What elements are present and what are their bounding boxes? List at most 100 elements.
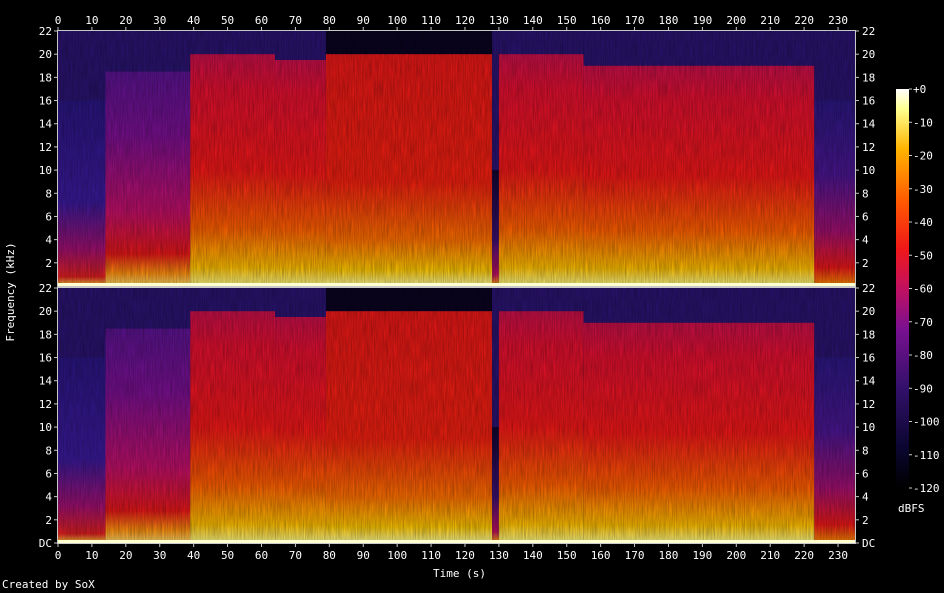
x-tick-label-top: 190 [692, 14, 712, 27]
plot-frame [57, 287, 856, 544]
y-tick-label-right: 22 [862, 25, 875, 38]
y-tick-label-right: 12 [862, 398, 875, 411]
y-tick-label-right: 16 [862, 95, 875, 108]
x-tick-label-top: 60 [255, 14, 268, 27]
x-tick-label-bottom: 170 [625, 549, 645, 562]
colorbar-tick-label: -120 [913, 482, 940, 495]
x-tick-label-top: 10 [85, 14, 98, 27]
x-tick-label-bottom: 150 [557, 549, 577, 562]
y-tick-label-left: 22 [39, 282, 52, 295]
x-tick-label-top: 140 [523, 14, 543, 27]
x-tick-label-bottom: 110 [421, 549, 441, 562]
x-tick-label-bottom: 120 [455, 549, 475, 562]
colorbar-tick-label: -90 [913, 382, 933, 395]
y-tick-label-right: 14 [862, 118, 876, 131]
x-tick-label-bottom: 70 [289, 549, 302, 562]
x-tick-label-top: 130 [489, 14, 509, 27]
y-tick-label-left: 6 [45, 210, 52, 223]
y-tick-label-right: 8 [862, 444, 869, 457]
y-tick-label-right: 20 [862, 305, 875, 318]
y-tick-label-right: 6 [862, 210, 869, 223]
y-tick-label-right: 18 [862, 328, 875, 341]
x-tick-label-top: 170 [625, 14, 645, 27]
x-tick-label-bottom: 60 [255, 549, 268, 562]
colorbar-gradient [896, 89, 909, 488]
y-tick-label-left: 14 [39, 375, 53, 388]
x-tick-label-bottom: 20 [119, 549, 132, 562]
y-tick-label-left: 4 [45, 491, 52, 504]
colorbar-tick-label: -50 [913, 249, 933, 262]
y-tick-label-left: 8 [45, 444, 52, 457]
colorbar-tick-label: +0 [913, 83, 926, 96]
y-tick-label-left: 2 [45, 514, 52, 527]
plot-frame [57, 30, 856, 287]
y-tick-label-right: 16 [862, 352, 875, 365]
x-tick-label-top: 80 [323, 14, 336, 27]
colorbar-tick-label: -40 [913, 216, 933, 229]
y-tick-label-right: 14 [862, 375, 876, 388]
x-tick-label-bottom: 180 [659, 549, 679, 562]
dc-band [58, 540, 855, 543]
x-tick-label-bottom: 50 [221, 549, 234, 562]
y-tick-label-left: 4 [45, 234, 52, 247]
y-tick-label-left: 16 [39, 95, 52, 108]
x-tick-label-top: 50 [221, 14, 234, 27]
y-tick-label-right: 6 [862, 467, 869, 480]
credit-text: Created by SoX [2, 578, 95, 591]
x-axis-label: Time (s) [433, 567, 486, 580]
x-tick-label-top: 150 [557, 14, 577, 27]
x-tick-label-bottom: 230 [828, 549, 848, 562]
y-tick-label-right: 12 [862, 141, 875, 154]
y-tick-label-right: 10 [862, 164, 875, 177]
y-tick-label-left: DC [39, 537, 52, 550]
y-tick-label-left: 20 [39, 48, 52, 61]
y-tick-label-left: 18 [39, 328, 52, 341]
x-tick-label-bottom: 190 [692, 549, 712, 562]
colorbar-tick-label: -10 [913, 116, 933, 129]
y-tick-label-right: DC [862, 537, 875, 550]
x-tick-label-bottom: 30 [153, 549, 166, 562]
y-tick-label-left: 2 [45, 257, 52, 270]
x-tick-label-top: 20 [119, 14, 132, 27]
x-tick-label-top: 120 [455, 14, 475, 27]
y-tick-label-left: 8 [45, 187, 52, 200]
x-tick-label-top: 70 [289, 14, 302, 27]
x-tick-label-bottom: 220 [794, 549, 814, 562]
y-tick-label-left: 16 [39, 352, 52, 365]
x-tick-label-top: 220 [794, 14, 814, 27]
colorbar-tick-label: -30 [913, 183, 933, 196]
x-tick-label-bottom: 140 [523, 549, 543, 562]
y-tick-label-right: 10 [862, 421, 875, 434]
x-tick-label-bottom: 160 [591, 549, 611, 562]
x-tick-label-top: 160 [591, 14, 611, 27]
texture-overlay [58, 31, 855, 286]
colorbar-tick-label: -80 [913, 349, 933, 362]
texture-overlay [58, 288, 855, 543]
y-tick-label-right: 2 [862, 257, 869, 270]
colorbar-unit-label: dBFS [898, 502, 925, 515]
x-tick-label-top: 230 [828, 14, 848, 27]
x-tick-label-top: 200 [726, 14, 746, 27]
y-tick-label-left: 10 [39, 421, 52, 434]
y-tick-label-left: 20 [39, 305, 52, 318]
colorbar-tick-label: -60 [913, 283, 933, 296]
y-tick-label-right: 4 [862, 234, 869, 247]
colorbar-tick-label: -110 [913, 449, 940, 462]
x-tick-label-bottom: 90 [357, 549, 370, 562]
x-tick-label-bottom: 210 [760, 549, 780, 562]
x-tick-label-bottom: 200 [726, 549, 746, 562]
y-tick-label-left: 10 [39, 164, 52, 177]
colorbar-tick-label: -100 [913, 416, 940, 429]
x-tick-label-top: 90 [357, 14, 370, 27]
y-tick-label-right: 22 [862, 282, 875, 295]
y-tick-label-left: 14 [39, 118, 53, 131]
x-tick-label-top: 210 [760, 14, 780, 27]
x-tick-label-top: 180 [659, 14, 679, 27]
y-tick-label-left: 18 [39, 71, 52, 84]
y-tick-label-left: 12 [39, 398, 52, 411]
y-tick-label-right: 2 [862, 514, 869, 527]
y-tick-label-right: 18 [862, 71, 875, 84]
colorbar-tick-label: -20 [913, 150, 933, 163]
x-tick-label-bottom: 40 [187, 549, 200, 562]
